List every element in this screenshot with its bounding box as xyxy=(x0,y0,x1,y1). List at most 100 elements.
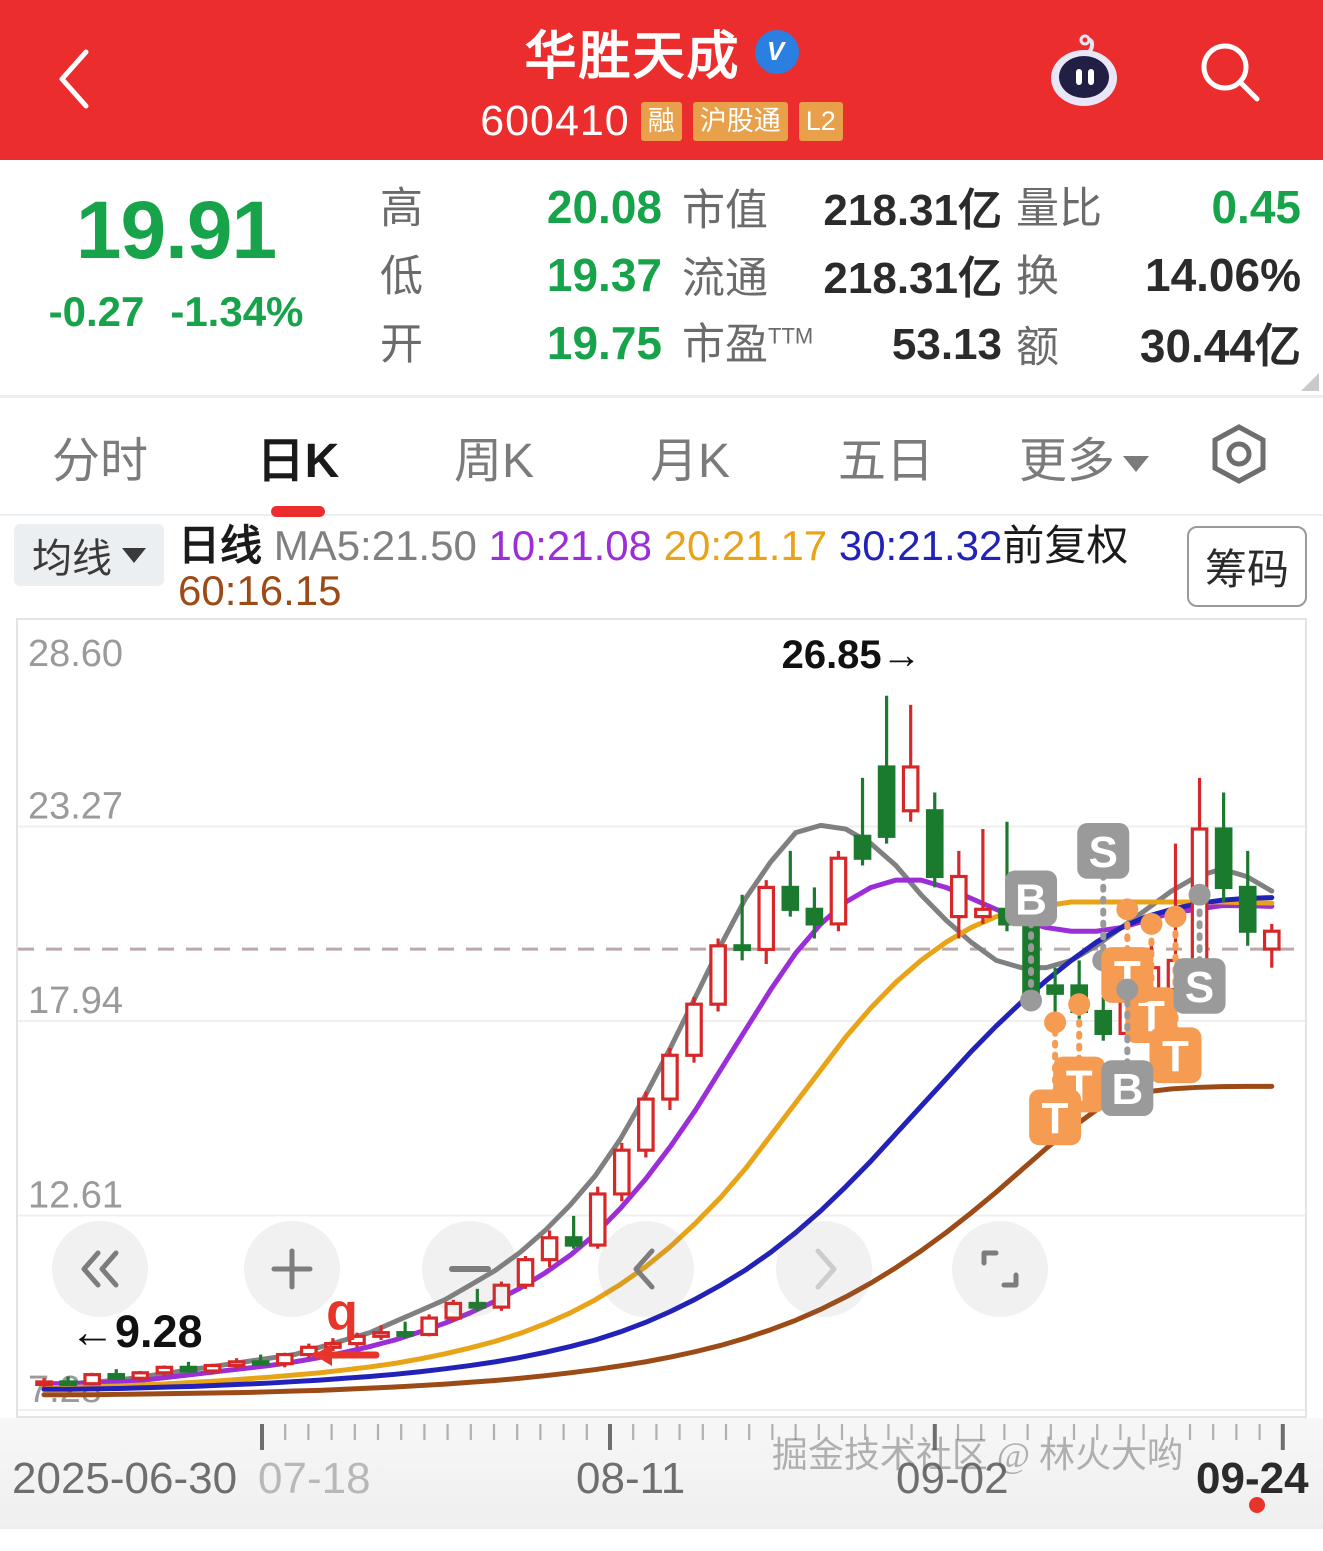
low-annotation: ←9.28 xyxy=(70,1306,203,1358)
header-title-block: 华胜天成 V 600410 融 沪股通 L2 xyxy=(0,14,1323,146)
high-row: 高 20.08 xyxy=(352,174,672,242)
watermark: 掘金技术社区 @ 林火大哟 xyxy=(771,1434,1183,1475)
high-value: 20.08 xyxy=(546,181,662,233)
open-value: 19.75 xyxy=(546,317,662,369)
stats-block: 量比 0.45 换 14.06% 额 30.44亿 xyxy=(1002,174,1323,378)
quote-panel: 19.91 -0.27 -1.34% 高 20.08 低 19.37 开 19.… xyxy=(0,160,1323,398)
volratio-value: 0.45 xyxy=(1211,181,1301,233)
ma20-value: 20:21.17 xyxy=(663,522,828,569)
cap-block: 市值 218.31亿 流通 218.31亿 市盈TTM 53.13 xyxy=(672,174,1002,378)
svg-text:26.85→: 26.85→ xyxy=(782,633,922,677)
mktcap-value: 218.31亿 xyxy=(823,186,1002,235)
pan-right-button[interactable] xyxy=(776,1220,872,1317)
header-actions xyxy=(1045,34,1265,112)
turnover-label: 换 xyxy=(1016,253,1059,301)
ma60-value: 60:16.15 xyxy=(178,566,342,614)
stock-name: 华胜天成 xyxy=(524,28,741,86)
app-header: 华胜天成 V 600410 融 沪股通 L2 xyxy=(0,0,1323,160)
price-change-pct: -1.34% xyxy=(170,288,304,336)
tag-connect: 沪股通 xyxy=(692,101,788,142)
ma-selector-dropdown[interactable]: 均线 xyxy=(14,524,164,586)
open-row: 开 19.75 xyxy=(352,310,672,378)
chip-distribution-button[interactable]: 筹码 xyxy=(1186,526,1307,607)
ai-robot-icon[interactable] xyxy=(1045,34,1123,112)
pan-left-button[interactable] xyxy=(598,1220,694,1317)
high-label: 高 xyxy=(380,185,423,233)
low-annotation-text: ←9.28 xyxy=(70,1305,203,1357)
chart-toolbar xyxy=(34,1214,1289,1324)
last-price: 19.91 xyxy=(75,185,277,276)
fullscreen-button[interactable] xyxy=(952,1220,1048,1317)
zoom-in-button[interactable] xyxy=(244,1220,340,1317)
tag-margin: 融 xyxy=(640,101,682,142)
date-label-2: 08-11 xyxy=(576,1453,686,1503)
chart-settings-button[interactable] xyxy=(1203,418,1275,495)
settings-hex-icon xyxy=(1212,423,1266,484)
user-mark-annotation: q xyxy=(304,1286,380,1372)
turnover-value: 14.06% xyxy=(1144,249,1301,301)
stock-code-row: 600410 融 沪股通 L2 xyxy=(0,97,1323,146)
tab-monthly-k[interactable]: 月K xyxy=(592,421,788,491)
date-label-1: 07-18 xyxy=(258,1453,371,1503)
pe-row: 市盈TTM 53.13 xyxy=(672,310,1002,378)
verified-badge-icon: V xyxy=(754,29,799,74)
float-label: 流通 xyxy=(682,255,768,303)
tag-level2: L2 xyxy=(798,101,843,142)
svg-text:T: T xyxy=(1162,1032,1189,1081)
turnover-row: 换 14.06% xyxy=(1002,242,1323,310)
active-tab-underline xyxy=(271,506,325,517)
amount-row: 额 30.44亿 xyxy=(1002,310,1323,378)
float-row: 流通 218.31亿 xyxy=(672,242,1002,310)
double-chevron-left-icon xyxy=(81,1250,119,1288)
tab-weekly-k[interactable]: 周K xyxy=(396,421,592,491)
stock-code: 600410 xyxy=(480,97,630,145)
back-button[interactable] xyxy=(52,48,98,110)
pe-value: 53.13 xyxy=(891,320,1002,369)
svg-text:12.61: 12.61 xyxy=(28,1175,123,1217)
adjust-label: 前复权 xyxy=(1002,522,1129,569)
open-label: 开 xyxy=(380,321,423,369)
zoom-out-button[interactable] xyxy=(422,1220,518,1317)
tab-label: 五日 xyxy=(837,435,934,488)
tab-label: 分时 xyxy=(51,435,148,488)
axis-tickmarks xyxy=(260,1423,1285,1450)
float-value: 218.31亿 xyxy=(823,254,1002,303)
mktcap-row: 市值 218.31亿 xyxy=(672,174,1002,242)
chart-type-tabs: 分时 日K 周K 月K 五日 更多 xyxy=(0,398,1323,517)
date-label-3: 09-02 xyxy=(896,1453,1009,1503)
tab-fenshi[interactable]: 分时 xyxy=(0,421,200,491)
expand-corner-icon[interactable] xyxy=(1301,373,1319,391)
ma10-value: 10:21.08 xyxy=(488,522,653,569)
svg-text:T: T xyxy=(1042,1094,1069,1143)
search-icon[interactable] xyxy=(1195,38,1265,108)
svg-text:28.60: 28.60 xyxy=(28,633,123,675)
candlestick-chart[interactable]: 28.60 23.27 17.94 12.61 7.28 26.85→ S B T T T T T B S xyxy=(16,617,1307,1418)
chevron-left-icon xyxy=(633,1248,655,1290)
low-label: 低 xyxy=(380,253,423,301)
tab-more[interactable]: 更多 xyxy=(984,421,1184,491)
stock-name-row: 华胜天成 V xyxy=(524,14,799,89)
zoom-in-icon xyxy=(271,1248,313,1290)
left-arrow-icon xyxy=(312,1343,380,1366)
svg-text:S: S xyxy=(1089,828,1118,877)
svg-text:23.27: 23.27 xyxy=(28,785,123,827)
ma30-value: 30:21.32 xyxy=(838,522,1003,569)
tab-label: 更多 xyxy=(1018,435,1115,488)
tab-five-day[interactable]: 五日 xyxy=(788,421,984,491)
jump-start-button[interactable] xyxy=(52,1220,148,1317)
chevron-right-icon xyxy=(815,1248,837,1290)
volratio-row: 量比 0.45 xyxy=(1002,174,1323,242)
date-axis: 2025-06-30 07-18 08-11 09-02 09-24 掘金技术社… xyxy=(0,1417,1323,1529)
price-block: 19.91 -0.27 -1.34% xyxy=(0,174,352,336)
fullscreen-icon xyxy=(981,1250,1019,1288)
svg-text:S: S xyxy=(1185,963,1214,1012)
current-marker-dot xyxy=(1249,1496,1265,1513)
tab-daily-k[interactable]: 日K xyxy=(200,421,396,517)
mktcap-label: 市值 xyxy=(682,187,768,235)
low-row: 低 19.37 xyxy=(352,242,672,310)
hlo-block: 高 20.08 低 19.37 开 19.75 xyxy=(352,174,672,378)
price-change-row: -0.27 -1.34% xyxy=(0,288,352,336)
tab-label: 日K xyxy=(256,435,340,488)
ma-values-text: 日线 MA5:21.50 10:21.08 20:21.17 30:21.32前… xyxy=(0,522,1323,614)
